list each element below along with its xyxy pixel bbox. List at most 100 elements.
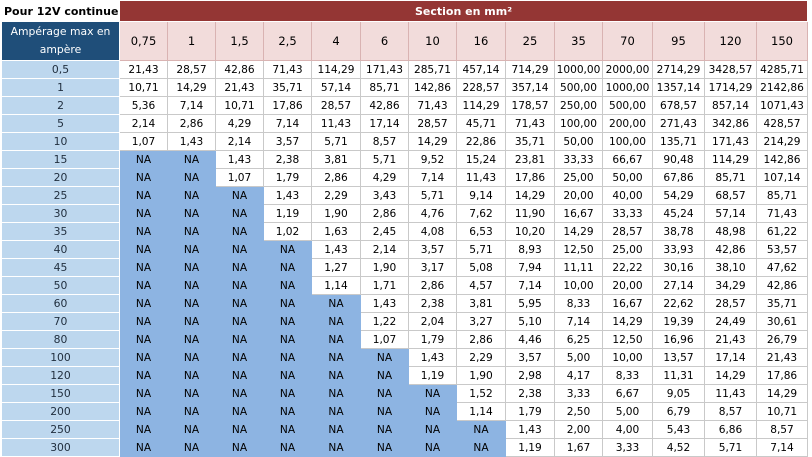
length-cell: 2,98: [505, 366, 555, 385]
length-cell: 22,62: [652, 294, 705, 313]
na-cell: NA: [167, 312, 216, 331]
na-cell: NA: [119, 348, 168, 367]
length-cell: 3,33: [602, 438, 653, 457]
na-cell: NA: [167, 420, 216, 439]
na-cell: NA: [215, 366, 264, 385]
length-cell: 9,05: [652, 384, 705, 403]
length-cell: 1,43: [311, 240, 361, 259]
amperage-row-header: 2: [1, 96, 120, 115]
length-cell: 30,61: [755, 312, 809, 331]
na-cell: NA: [311, 312, 361, 331]
length-cell: 28,57: [704, 294, 757, 313]
na-cell: NA: [408, 402, 457, 421]
section-column-header: 1,5: [215, 21, 264, 61]
na-cell: NA: [263, 258, 312, 277]
na-cell: NA: [215, 420, 264, 439]
section-column-header: 35: [554, 21, 603, 61]
section-column-header: 150: [755, 21, 809, 61]
length-cell: 26,79: [755, 330, 809, 349]
length-cell: 3,17: [408, 258, 457, 277]
length-cell: 1,79: [408, 330, 457, 349]
length-cell: 33,33: [554, 150, 603, 169]
section-column-header: 4: [311, 21, 361, 61]
length-cell: 28,57: [602, 222, 653, 241]
length-cell: 4,17: [554, 366, 603, 385]
length-cell: 20,00: [602, 276, 653, 295]
length-cell: 4,52: [652, 438, 705, 457]
na-cell: NA: [119, 438, 168, 457]
na-cell: NA: [215, 438, 264, 457]
na-cell: NA: [263, 348, 312, 367]
length-cell: 3,57: [505, 348, 555, 367]
length-cell: 9,14: [456, 186, 506, 205]
length-cell: 7,94: [505, 258, 555, 277]
length-cell: 14,29: [704, 366, 757, 385]
length-cell: 8,57: [704, 402, 757, 421]
length-cell: 11,43: [704, 384, 757, 403]
na-cell: NA: [167, 150, 216, 169]
length-cell: 33,33: [602, 204, 653, 223]
length-cell: 5,71: [456, 240, 506, 259]
length-cell: 171,43: [360, 60, 409, 79]
length-cell: 1714,29: [704, 78, 757, 97]
table-row: 40 NA NA NA NA 1,43 2,14 3,57 5,71 8,93 12,50 25,00…: [1, 240, 809, 259]
length-cell: 1,71: [360, 276, 409, 295]
table-row: 300 NA NA NA NA NA NA NA NA 1,19 1,67 3,33 4,52 5,71 7…: [1, 438, 809, 457]
na-cell: NA: [311, 348, 361, 367]
na-cell: NA: [119, 420, 168, 439]
na-cell: NA: [167, 402, 216, 421]
length-cell: 71,43: [263, 60, 312, 79]
length-cell: 20,00: [554, 186, 603, 205]
amperage-row-header: 20: [1, 168, 120, 187]
table-row: 100 NA NA NA NA NA NA 1,43 2,29 3,57 5,00 10,00 13,5…: [1, 348, 809, 367]
length-cell: 19,39: [652, 312, 705, 331]
na-cell: NA: [215, 294, 264, 313]
length-cell: 2,04: [408, 312, 457, 331]
length-cell: 7,14: [167, 96, 216, 115]
na-cell: NA: [215, 240, 264, 259]
length-cell: 11,43: [456, 168, 506, 187]
length-cell: 53,57: [755, 240, 809, 259]
length-cell: 10,00: [602, 348, 653, 367]
length-cell: 4,76: [408, 204, 457, 223]
section-column-header: 95: [652, 21, 705, 61]
length-cell: 5,00: [602, 402, 653, 421]
na-cell: NA: [215, 348, 264, 367]
length-cell: 114,29: [311, 60, 361, 79]
length-cell: 1071,43: [755, 96, 809, 115]
length-cell: 13,57: [652, 348, 705, 367]
na-cell: NA: [119, 330, 168, 349]
na-cell: NA: [311, 330, 361, 349]
na-cell: NA: [167, 330, 216, 349]
amperage-row-header: 100: [1, 348, 120, 367]
length-cell: 23,81: [505, 150, 555, 169]
length-cell: 3428,57: [704, 60, 757, 79]
length-cell: 57,14: [704, 204, 757, 223]
length-cell: 5,71: [408, 186, 457, 205]
table-row: 250 NA NA NA NA NA NA NA NA 1,43 2,00 4,00 5,43 6,86 8…: [1, 420, 809, 439]
table-row: 120 NA NA NA NA NA NA 1,19 1,90 2,98 4,17 8,33 11,31…: [1, 366, 809, 385]
length-cell: 1,79: [505, 402, 555, 421]
length-cell: 6,79: [652, 402, 705, 421]
length-cell: 35,71: [505, 132, 555, 151]
length-cell: 14,29: [602, 312, 653, 331]
amperage-row-header: 300: [1, 438, 120, 457]
length-cell: 107,14: [755, 168, 809, 187]
length-cell: 25,00: [602, 240, 653, 259]
length-cell: 1,14: [456, 402, 506, 421]
na-cell: NA: [167, 222, 216, 241]
length-cell: 1,27: [311, 258, 361, 277]
na-cell: NA: [263, 384, 312, 403]
length-cell: 14,29: [408, 132, 457, 151]
table-row: 30 NA NA NA 1,19 1,90 2,86 4,76 7,62 11,90 16,67 33…: [1, 204, 809, 223]
amperage-row-header: 120: [1, 366, 120, 385]
length-cell: 9,52: [408, 150, 457, 169]
length-cell: 3,27: [456, 312, 506, 331]
na-cell: NA: [456, 420, 506, 439]
length-cell: 5,08: [456, 258, 506, 277]
length-cell: 5,10: [505, 312, 555, 331]
length-cell: 4,00: [602, 420, 653, 439]
na-cell: NA: [119, 402, 168, 421]
table-row: 2 5,36 7,14 10,71 17,86 28,57 42,86 71,43 114,29…: [1, 96, 809, 115]
amperage-row-header: 25: [1, 186, 120, 205]
